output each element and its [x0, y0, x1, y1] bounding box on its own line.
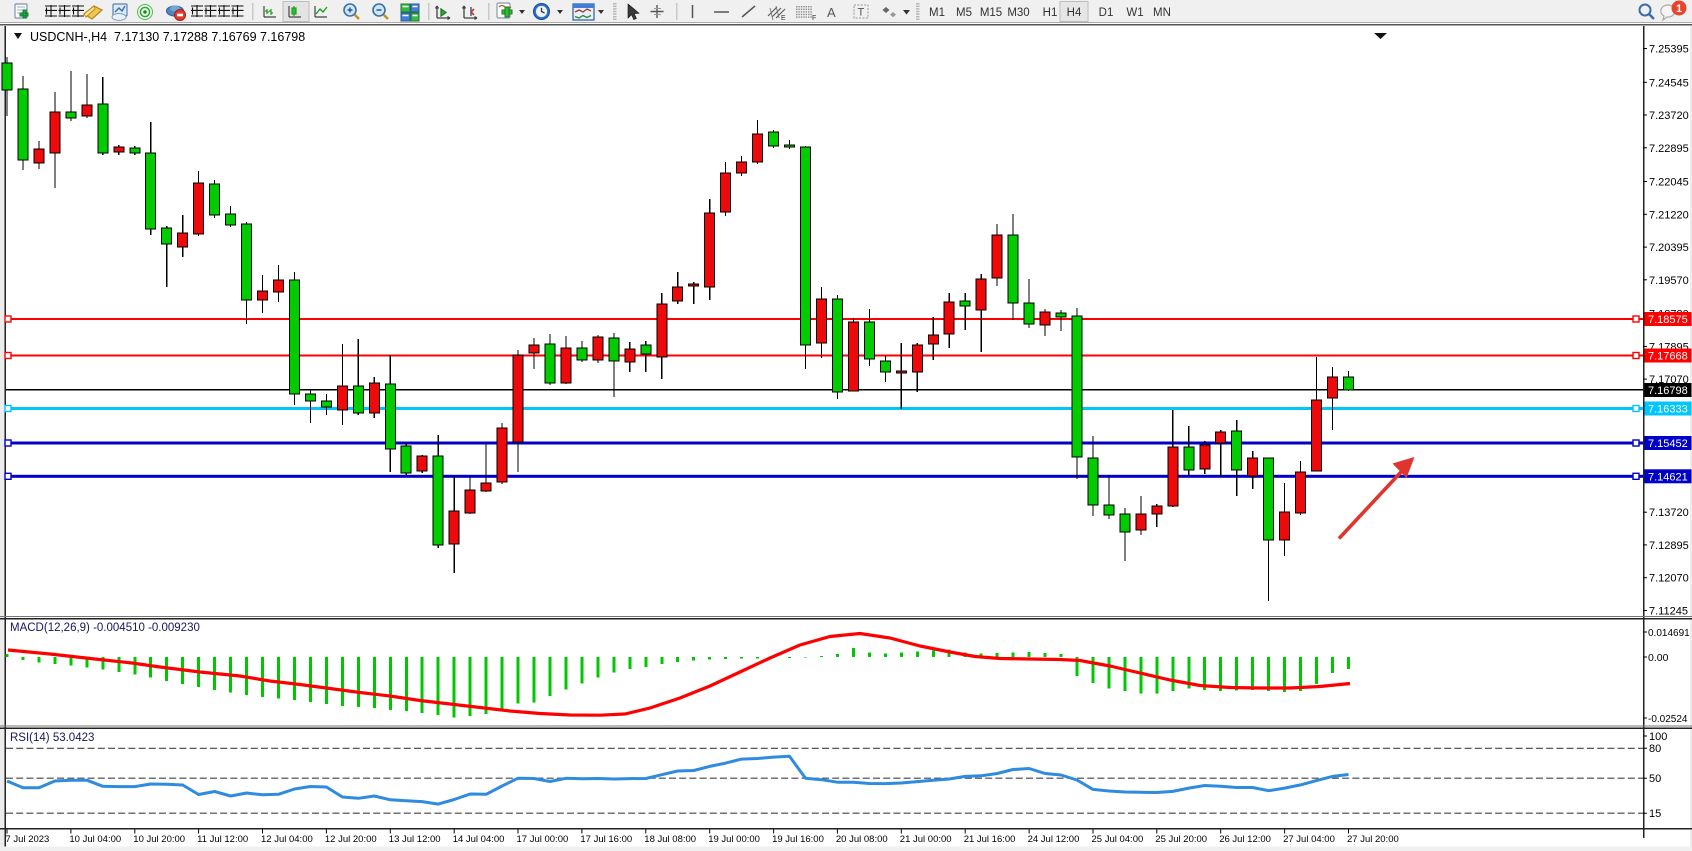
- svg-text:80: 80: [1649, 743, 1661, 755]
- svg-text:MN: MN: [1153, 7, 1171, 19]
- svg-text:T: T: [858, 7, 865, 19]
- svg-text:7.23720: 7.23720: [1649, 110, 1689, 122]
- svg-text:20 Jul 08:00: 20 Jul 08:00: [836, 834, 888, 845]
- svg-text:25 Jul 20:00: 25 Jul 20:00: [1155, 834, 1207, 845]
- svg-text:11 Jul 12:00: 11 Jul 12:00: [197, 834, 248, 845]
- svg-text:27 Jul 20:00: 27 Jul 20:00: [1347, 834, 1399, 845]
- svg-text:50: 50: [1649, 773, 1661, 785]
- svg-text:12 Jul 20:00: 12 Jul 20:00: [325, 834, 377, 845]
- svg-text:12 Jul 04:00: 12 Jul 04:00: [261, 834, 313, 845]
- svg-text:M30: M30: [1007, 7, 1029, 19]
- svg-text:15: 15: [1649, 808, 1661, 820]
- svg-text:7.13720: 7.13720: [1649, 507, 1689, 519]
- svg-text:21 Jul 16:00: 21 Jul 16:00: [964, 834, 1016, 845]
- svg-text:0.014691: 0.014691: [1648, 628, 1690, 639]
- svg-text:7.16333: 7.16333: [1648, 404, 1688, 416]
- svg-text:18 Jul 08:00: 18 Jul 08:00: [644, 834, 696, 845]
- svg-text:MACD(12,26,9) -0.004510 -0.009: MACD(12,26,9) -0.004510 -0.009230: [10, 622, 200, 634]
- svg-text:17 Jul 16:00: 17 Jul 16:00: [580, 834, 632, 845]
- svg-text:19 Jul 00:00: 19 Jul 00:00: [708, 834, 760, 845]
- svg-text:7.15452: 7.15452: [1648, 438, 1688, 450]
- svg-text:21 Jul 00:00: 21 Jul 00:00: [900, 834, 952, 845]
- svg-text:7.22045: 7.22045: [1649, 177, 1689, 189]
- svg-text:-0.02524: -0.02524: [1648, 714, 1688, 725]
- svg-text:7.21220: 7.21220: [1649, 209, 1689, 221]
- svg-text:USDCNH-,H4 7.17130 7.17288 7.: USDCNH-,H4 7.17130 7.17288 7.16769 7.167…: [30, 30, 305, 44]
- svg-text:24 Jul 12:00: 24 Jul 12:00: [1028, 834, 1080, 845]
- svg-text:H4: H4: [1067, 7, 1082, 19]
- svg-text:17 Jul 00:00: 17 Jul 00:00: [517, 834, 569, 845]
- svg-text:E: E: [781, 15, 786, 22]
- svg-text:13 Jul 12:00: 13 Jul 12:00: [389, 834, 441, 845]
- svg-text:100: 100: [1649, 731, 1667, 743]
- svg-text:0.00: 0.00: [1648, 652, 1669, 664]
- svg-text:7.11245: 7.11245: [1649, 606, 1688, 618]
- svg-text:19 Jul 16:00: 19 Jul 16:00: [772, 834, 824, 845]
- svg-text:10 Jul 20:00: 10 Jul 20:00: [133, 834, 185, 845]
- svg-text:25 Jul 04:00: 25 Jul 04:00: [1092, 834, 1144, 845]
- svg-text:7.12070: 7.12070: [1649, 573, 1689, 585]
- svg-text:F: F: [812, 15, 816, 22]
- svg-text:14 Jul 04:00: 14 Jul 04:00: [453, 834, 505, 845]
- svg-text:7.22895: 7.22895: [1649, 143, 1689, 155]
- svg-text:7.16798: 7.16798: [1648, 385, 1688, 397]
- svg-text:A: A: [827, 5, 836, 20]
- svg-text:7.19570: 7.19570: [1649, 275, 1689, 287]
- svg-text:W1: W1: [1126, 7, 1143, 19]
- svg-text:10 Jul 04:00: 10 Jul 04:00: [69, 834, 121, 845]
- svg-text:7.18575: 7.18575: [1648, 314, 1688, 326]
- svg-text:7.12895: 7.12895: [1649, 540, 1689, 552]
- svg-text:27 Jul 04:00: 27 Jul 04:00: [1283, 834, 1335, 845]
- svg-text:7.24545: 7.24545: [1649, 77, 1689, 89]
- svg-text:7.17668: 7.17668: [1648, 351, 1688, 363]
- svg-text:M1: M1: [929, 7, 945, 19]
- svg-text:M5: M5: [956, 7, 972, 19]
- svg-text:RSI(14) 53.0423: RSI(14) 53.0423: [10, 732, 94, 744]
- svg-text:M15: M15: [980, 7, 1002, 19]
- svg-text:7 Jul 2023: 7 Jul 2023: [6, 834, 50, 845]
- svg-text:7.25395: 7.25395: [1649, 44, 1689, 56]
- svg-text:1: 1: [1676, 3, 1682, 15]
- svg-text:7.20395: 7.20395: [1649, 242, 1689, 254]
- svg-text:D1: D1: [1099, 7, 1114, 19]
- svg-text:H1: H1: [1043, 7, 1058, 19]
- svg-text:26 Jul 12:00: 26 Jul 12:00: [1219, 834, 1271, 845]
- svg-text:7.14621: 7.14621: [1648, 471, 1688, 483]
